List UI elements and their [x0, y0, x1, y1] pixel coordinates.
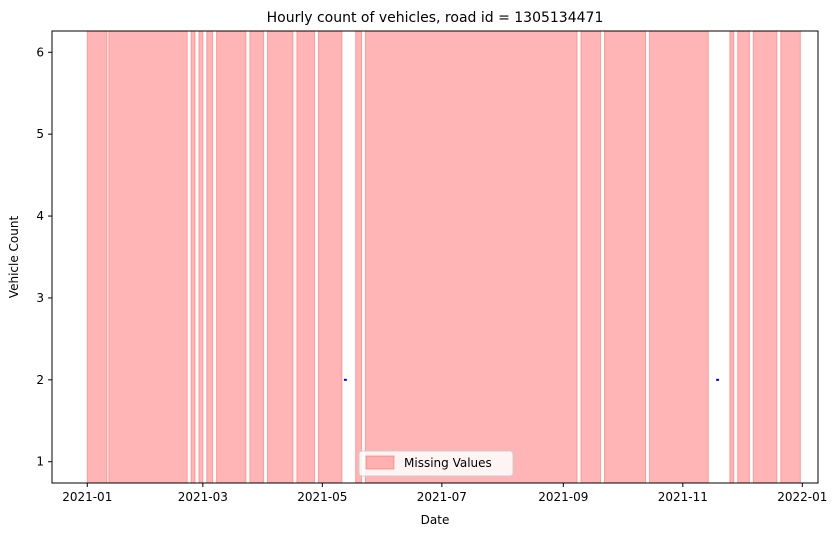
x-tick-label: 2021-01: [62, 490, 112, 504]
y-tick-label: 5: [36, 127, 44, 141]
x-axis-title: Date: [421, 513, 450, 527]
missing-span: [737, 30, 750, 484]
missing-span: [729, 30, 735, 484]
y-tick-label: 6: [36, 45, 44, 59]
missing-span: [780, 30, 801, 484]
missing-span: [355, 30, 363, 484]
missing-span: [216, 30, 247, 484]
missing-span: [190, 30, 196, 484]
y-tick-label: 1: [36, 455, 44, 469]
missing-span: [296, 30, 316, 484]
x-tick-label: 2021-03: [178, 490, 228, 504]
x-tick-label: 2021-09: [538, 490, 588, 504]
y-tick-label: 3: [36, 291, 44, 305]
missing-span: [206, 30, 214, 484]
plot-frame: [51, 30, 819, 484]
missing-span: [266, 30, 294, 484]
x-tick-label: 2022-01: [777, 490, 827, 504]
y-axis: 1 2 3 4 5 6: [36, 45, 52, 469]
missing-span: [364, 30, 578, 484]
x-axis: 2021-01 2021-03 2021-05 2021-07 2021-09 2021-…: [62, 483, 827, 504]
missing-span: [317, 30, 343, 484]
x-tick-label: 2021-05: [297, 490, 347, 504]
missing-span: [580, 30, 602, 484]
x-tick-label: 2021-11: [658, 490, 708, 504]
legend-label-missing-values: Missing Values: [404, 456, 492, 470]
x-tick-label: 2021-07: [417, 490, 467, 504]
legend-swatch-missing-values: [365, 455, 395, 470]
missing-span: [249, 30, 265, 484]
missing-span: [752, 30, 778, 484]
y-axis-title: Vehicle Count: [7, 216, 21, 299]
missing-span: [603, 30, 647, 484]
legend-box: [358, 450, 514, 477]
chart-title: Hourly count of vehicles, road id = 1305…: [267, 10, 604, 26]
missing-span: [108, 30, 188, 484]
y-tick-label: 2: [36, 373, 44, 387]
missing-span: [198, 30, 204, 484]
y-tick-label: 4: [36, 209, 44, 223]
legend: Missing Values: [358, 450, 514, 477]
missing-span: [86, 30, 108, 484]
missing-span: [649, 30, 709, 484]
missing-values-spans: [86, 30, 801, 484]
